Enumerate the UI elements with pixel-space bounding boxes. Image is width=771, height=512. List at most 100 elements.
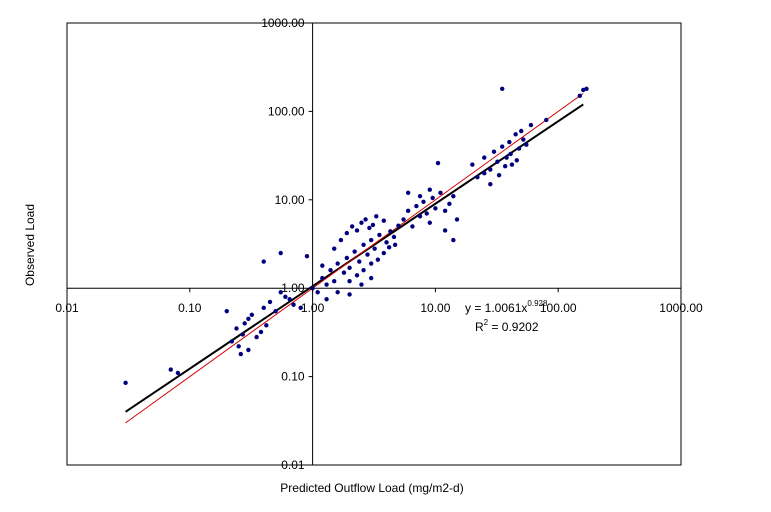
x-tick-label: 0.01: [55, 301, 79, 315]
regression-equation: y = 1.0061x0.928: [465, 299, 548, 315]
data-point: [544, 117, 549, 123]
data-point: [320, 263, 325, 268]
data-point: [475, 175, 480, 180]
tick-labels-layer: 0.01 0.10 1.00 10.00 100.00 1000.00 0.01 0.10 1.…: [55, 16, 703, 472]
data-point: [491, 149, 497, 154]
data-point: [367, 225, 372, 231]
data-point: [304, 254, 310, 259]
data-point: [361, 242, 366, 247]
data-point: [447, 201, 452, 207]
equation-prefix: y = 1.0061x: [465, 301, 527, 315]
data-point: [338, 237, 344, 243]
y-tick-label: 10.00: [275, 193, 305, 207]
data-point: [341, 270, 347, 275]
data-point: [524, 142, 529, 147]
data-point: [298, 305, 303, 311]
trendline-layer: [125, 92, 584, 424]
data-point: [427, 220, 432, 225]
data-point: [368, 275, 374, 281]
data-point: [488, 182, 493, 187]
data-point: [357, 259, 362, 264]
data-point: [175, 370, 181, 376]
data-point: [424, 211, 429, 216]
data-point: [500, 86, 505, 92]
data-point: [470, 162, 475, 167]
data-point: [335, 261, 340, 266]
data-points-layer: [123, 86, 589, 386]
data-point: [396, 223, 401, 228]
data-point: [521, 137, 526, 142]
y-tick-label: 1.00: [281, 281, 305, 295]
data-point: [502, 163, 508, 169]
data-point: [359, 282, 364, 287]
data-point: [372, 246, 377, 251]
data-point: [347, 292, 352, 297]
data-point: [365, 252, 370, 257]
data-point: [273, 308, 278, 314]
data-point: [324, 297, 329, 302]
data-point: [405, 190, 411, 196]
data-point: [368, 261, 374, 266]
data-point: [229, 339, 235, 344]
data-point: [267, 299, 273, 305]
data-point: [374, 214, 379, 219]
data-point: [451, 237, 456, 243]
data-point: [421, 199, 426, 204]
data-point: [332, 279, 337, 284]
x-tick-label: 10.00: [420, 301, 450, 315]
data-point: [278, 290, 283, 295]
r2-suffix: = 0.9202: [488, 320, 539, 334]
data-point: [363, 217, 368, 222]
data-point: [482, 155, 487, 160]
data-point: [291, 302, 296, 307]
data-point: [361, 267, 366, 273]
data-point: [514, 158, 519, 163]
y-tick-label: 1000.00: [261, 16, 305, 30]
data-point: [584, 86, 589, 92]
y-axis-title: Observed Load: [23, 204, 37, 286]
data-point: [454, 217, 460, 222]
data-point: [438, 190, 443, 196]
data-point: [352, 249, 357, 254]
data-point: [370, 222, 376, 228]
data-point: [123, 380, 128, 386]
data-point: [381, 250, 386, 256]
r2-prefix: R: [475, 320, 484, 334]
data-point: [377, 232, 382, 238]
data-point: [328, 267, 333, 273]
data-point: [516, 146, 522, 151]
data-point: [392, 242, 398, 247]
one-to-one-line: [125, 92, 584, 424]
data-point: [504, 155, 509, 160]
data-point: [417, 214, 423, 219]
x-axis-title: Predicted Outflow Load (mg/m2-d): [280, 481, 463, 495]
x-tick-label: 1.00: [301, 301, 325, 315]
data-point: [500, 144, 505, 149]
data-point: [315, 290, 320, 295]
data-point: [386, 245, 392, 250]
y-tick-label: 0.01: [281, 458, 305, 472]
data-point: [381, 218, 386, 223]
data-point: [335, 290, 340, 295]
data-point: [349, 224, 355, 229]
data-point: [401, 217, 406, 222]
data-point: [261, 305, 266, 311]
data-point: [278, 250, 283, 256]
r2-superscript: 2: [484, 318, 489, 327]
y-tick-label: 0.10: [281, 370, 305, 384]
y-tick-label: 100.00: [268, 104, 305, 118]
data-point: [495, 159, 500, 164]
data-point: [344, 255, 350, 261]
data-point: [375, 257, 381, 262]
data-point: [287, 297, 292, 302]
data-point: [442, 208, 448, 214]
data-point: [254, 334, 259, 340]
data-point: [234, 326, 239, 331]
data-point: [249, 312, 255, 318]
data-point: [310, 286, 315, 291]
data-point: [238, 351, 243, 357]
data-point: [264, 323, 269, 328]
data-point: [354, 273, 360, 278]
data-point: [488, 167, 493, 172]
data-point: [324, 282, 329, 287]
